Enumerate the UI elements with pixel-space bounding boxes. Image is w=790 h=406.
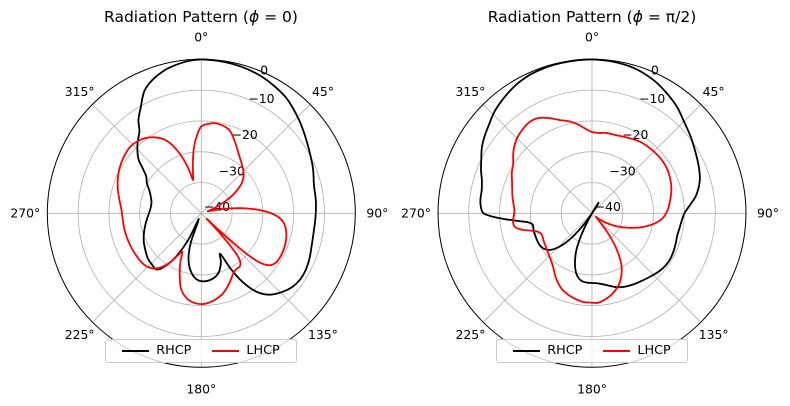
- left-angle-tick-label: 45°: [312, 84, 334, 99]
- right-angle-tick-label: 225°: [455, 327, 485, 342]
- left-plot-title: Radiation Pattern (ϕ = 0): [31, 8, 371, 26]
- title-close: ): [690, 8, 697, 26]
- title-close: ): [291, 8, 298, 26]
- phi-symbol: ϕ: [248, 8, 260, 26]
- left-grid-spoke: [201, 104, 311, 214]
- left-angle-tick-label: 225°: [65, 327, 95, 342]
- title-equals: =: [259, 8, 283, 26]
- right-angle-tick-label: 0°: [585, 30, 599, 45]
- left-angle-tick-label: 180°: [186, 382, 216, 397]
- left-radial-tick-label: −10: [248, 91, 274, 106]
- legend-entry-lhcp: LHCP: [603, 342, 671, 358]
- left-radial-tick-label: −30: [219, 164, 245, 179]
- lhcp-line-swatch: [212, 349, 240, 352]
- title-equals: =: [642, 8, 666, 26]
- right-grid-spoke: [482, 104, 593, 214]
- right-radial-tick-label: 0: [651, 62, 659, 77]
- phi-symbol: ϕ: [632, 8, 643, 26]
- right-radial-tick-label: −30: [609, 164, 635, 179]
- left-radial-tick-label: 0: [260, 62, 268, 77]
- left-radial-tick-label: −20: [232, 127, 258, 142]
- legend-entry-lhcp: LHCP: [212, 342, 280, 358]
- left-angle-tick-label: 90°: [366, 206, 388, 221]
- title-value: π/2: [665, 8, 691, 26]
- right-series-lhcp-curve: [510, 116, 673, 304]
- right-plot-legend: RHCP LHCP: [496, 339, 688, 363]
- right-radial-tick-label: −40: [595, 199, 621, 214]
- legend-label-lhcp: LHCP: [637, 342, 671, 358]
- left-series-lhcp-curve: [116, 122, 288, 306]
- right-angle-tick-label: 90°: [757, 206, 779, 221]
- lhcp-line-swatch: [603, 349, 631, 352]
- right-grid-spoke: [482, 213, 593, 323]
- left-angle-tick-label: 315°: [65, 84, 95, 99]
- left-grid-spoke: [92, 104, 202, 214]
- right-radial-tick-label: −10: [639, 91, 665, 106]
- right-angle-tick-label: 270°: [401, 206, 431, 221]
- left-angle-tick-label: 270°: [10, 206, 40, 221]
- legend-entry-rhcp: RHCP: [513, 342, 583, 358]
- right-grid-spoke: [591, 213, 702, 323]
- right-angle-tick-label: 180°: [577, 382, 607, 397]
- legend-label-lhcp: LHCP: [246, 342, 280, 358]
- title-text: Radiation Pattern (: [487, 8, 633, 26]
- legend-label-rhcp: RHCP: [156, 342, 192, 358]
- legend-label-rhcp: RHCP: [547, 342, 583, 358]
- right-series-rhcp-curve: [479, 58, 701, 289]
- left-angle-tick-label: 135°: [308, 327, 338, 342]
- right-angle-tick-label: 45°: [703, 84, 725, 99]
- left-plot-legend: RHCP LHCP: [105, 339, 297, 363]
- right-plot-title: Radiation Pattern (ϕ = π/2): [422, 8, 762, 26]
- rhcp-line-swatch: [122, 349, 150, 352]
- title-text: Radiation Pattern (: [104, 8, 249, 26]
- title-value: 0: [282, 8, 292, 26]
- right-angle-tick-label: 135°: [699, 327, 729, 342]
- right-angle-tick-label: 315°: [455, 84, 485, 99]
- left-grid-spoke: [92, 213, 202, 323]
- left-series-rhcp-curve: [136, 58, 317, 296]
- right-grid-spoke: [591, 104, 702, 214]
- rhcp-line-swatch: [513, 349, 541, 352]
- legend-entry-rhcp: RHCP: [122, 342, 192, 358]
- left-angle-tick-label: 0°: [194, 30, 208, 45]
